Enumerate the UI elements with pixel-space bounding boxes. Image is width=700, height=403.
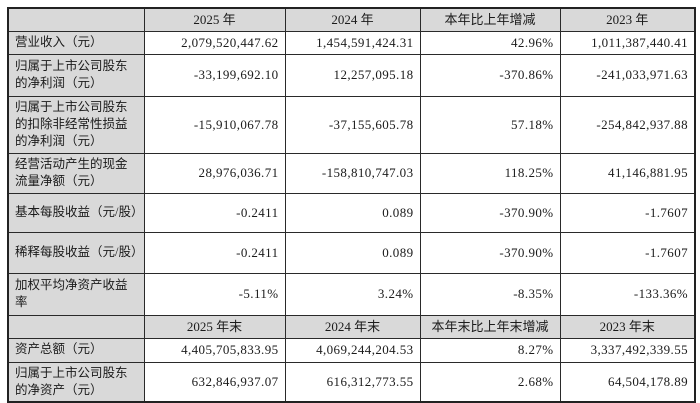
row-label: 经营活动产生的现金流量净额（元）	[7, 152, 145, 194]
table-row-weighted-avg-roe: 加权平均净资产收益率 -5.11% 3.24% -8.35% -133.36%	[7, 272, 696, 316]
cell-value: -241,033,971.63	[559, 53, 696, 97]
cell-value: 41,146,881.95	[559, 152, 696, 194]
table-row-diluted-eps: 稀释每股收益（元/股） -0.2411 0.089 -370.90% -1.76…	[7, 231, 696, 274]
cell-value: 0.089	[284, 231, 421, 274]
cell-value: 28,976,036.71	[143, 152, 286, 194]
table-row-basic-eps: 基本每股收益（元/股） -0.2411 0.089 -370.90% -1.76…	[7, 192, 696, 233]
row-label: 稀释每股收益（元/股）	[7, 231, 145, 274]
col-header-yoy-end-change: 本年末比上年末增减	[419, 314, 561, 339]
cell-value: -1.7607	[559, 192, 696, 233]
corner-cell	[7, 314, 145, 339]
cell-value: -133.36%	[559, 272, 696, 316]
cell-value: -370.86%	[419, 53, 561, 97]
cell-value: -254,842,937.88	[559, 95, 696, 154]
row-label: 归属于上市公司股东的净利润（元）	[7, 53, 145, 97]
cell-value: 57.18%	[419, 95, 561, 154]
row-label: 资产总额（元）	[7, 337, 145, 363]
col-header-2023-end: 2023 年末	[559, 314, 696, 339]
table-row-revenue: 营业收入（元） 2,079,520,447.62 1,454,591,424.3…	[7, 30, 696, 55]
cell-value: 1,011,387,440.41	[559, 30, 696, 55]
row-label: 基本每股收益（元/股）	[7, 192, 145, 233]
cell-value: -370.90%	[419, 192, 561, 233]
cell-value: -158,810,747.03	[284, 152, 421, 194]
cell-value: -8.35%	[419, 272, 561, 316]
cell-value: 4,069,244,204.53	[284, 337, 421, 363]
table-row-total-assets: 资产总额（元） 4,405,705,833.95 4,069,244,204.5…	[7, 337, 696, 363]
cell-value: -0.2411	[143, 231, 286, 274]
cell-value: -0.2411	[143, 192, 286, 233]
table-row-net-profit-excl-nonrecurring: 归属于上市公司股东的扣除非经常性损益的净利润（元） -15,910,067.78…	[7, 95, 696, 154]
col-header-2024: 2024 年	[284, 7, 421, 32]
cell-value: 118.25%	[419, 152, 561, 194]
row-label: 加权平均净资产收益率	[7, 272, 145, 316]
cell-value: -15,910,067.78	[143, 95, 286, 154]
col-header-yoy-change: 本年比上年增减	[419, 7, 561, 32]
row-label: 归属于上市公司股东的净资产（元）	[7, 361, 145, 403]
header-row-year: 2025 年 2024 年 本年比上年增减 2023 年	[7, 7, 696, 32]
cell-value: -37,155,605.78	[284, 95, 421, 154]
table-row-net-profit: 归属于上市公司股东的净利润（元） -33,199,692.10 12,257,0…	[7, 53, 696, 97]
cell-value: -1.7607	[559, 231, 696, 274]
cell-value: 0.089	[284, 192, 421, 233]
col-header-2025-end: 2025 年末	[143, 314, 286, 339]
col-header-2025: 2025 年	[143, 7, 286, 32]
row-label: 归属于上市公司股东的扣除非经常性损益的净利润（元）	[7, 95, 145, 154]
cell-value: 4,405,705,833.95	[143, 337, 286, 363]
cell-value: 12,257,095.18	[284, 53, 421, 97]
cell-value: 2.68%	[419, 361, 561, 403]
cell-value: 2,079,520,447.62	[143, 30, 286, 55]
cell-value: -5.11%	[143, 272, 286, 316]
corner-cell	[7, 7, 145, 32]
header-row-year-end: 2025 年末 2024 年末 本年末比上年末增减 2023 年末	[7, 314, 696, 339]
cell-value: 1,454,591,424.31	[284, 30, 421, 55]
cell-value: -370.90%	[419, 231, 561, 274]
cell-value: 3.24%	[284, 272, 421, 316]
col-header-2024-end: 2024 年末	[284, 314, 421, 339]
cell-value: -33,199,692.10	[143, 53, 286, 97]
cell-value: 64,504,178.89	[559, 361, 696, 403]
cell-value: 42.96%	[419, 30, 561, 55]
cell-value: 616,312,773.55	[284, 361, 421, 403]
cell-value: 3,337,492,339.55	[559, 337, 696, 363]
table-row-net-assets: 归属于上市公司股东的净资产（元） 632,846,937.07 616,312,…	[7, 361, 696, 403]
row-label: 营业收入（元）	[7, 30, 145, 55]
col-header-2023: 2023 年	[559, 7, 696, 32]
table-row-operating-cash-flow: 经营活动产生的现金流量净额（元） 28,976,036.71 -158,810,…	[7, 152, 696, 194]
financial-summary-table: 2025 年 2024 年 本年比上年增减 2023 年 营业收入（元） 2,0…	[7, 7, 696, 403]
cell-value: 8.27%	[419, 337, 561, 363]
cell-value: 632,846,937.07	[143, 361, 286, 403]
